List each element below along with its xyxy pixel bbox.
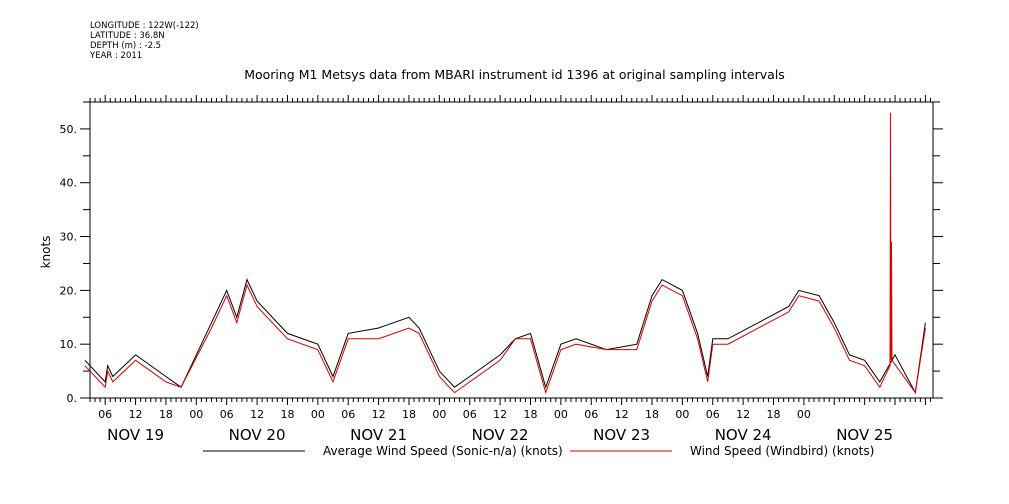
x-tick-label: 00 <box>554 408 568 421</box>
x-tick-label: 06 <box>463 408 477 421</box>
x-tick-label: 18 <box>645 408 659 421</box>
plot-frame <box>89 101 934 399</box>
latitude-label: LATITUDE : 36.8N <box>90 31 165 41</box>
x-tick-label: 18 <box>767 408 781 421</box>
x-tick-label: 00 <box>189 408 203 421</box>
x-tick-label: 18 <box>523 408 537 421</box>
x-tick-label: 12 <box>129 408 143 421</box>
x-day-label: NOV 19 <box>107 426 164 444</box>
y-tick-label: 30. <box>60 231 78 244</box>
x-day-label: NOV 21 <box>350 426 407 444</box>
legend-windbird-wind-speed-label: Wind Speed (Windbird) (knots) <box>690 444 874 458</box>
x-tick-label: 18 <box>402 408 416 421</box>
location-metadata: LONGITUDE : 122W(-122) LATITUDE : 36.8N … <box>90 21 199 61</box>
x-tick-label: 18 <box>280 408 294 421</box>
depth-label: DEPTH (m) : -2.5 <box>90 41 162 51</box>
x-day-label: NOV 23 <box>593 426 650 444</box>
x-day-label: NOV 24 <box>715 426 772 444</box>
x-tick-label: 06 <box>220 408 234 421</box>
x-tick-label: 12 <box>493 408 507 421</box>
chart-labels: 0. 10. 20. 30. 40. 50. knots 06 12 18 00 06 12 18 00 06… <box>39 123 893 444</box>
chart-title: Mooring M1 Metsys data from MBARI instru… <box>244 67 785 82</box>
y-tick-label: 20. <box>60 284 78 297</box>
x-tick-label: 00 <box>432 408 446 421</box>
y-tick-label: 40. <box>60 177 78 190</box>
x-tick-label: 06 <box>341 408 355 421</box>
x-tick-label: 00 <box>797 408 811 421</box>
y-tick-label: 10. <box>60 338 78 351</box>
chart-legend: Average Wind Speed (Sonic-n/a) (knots) Wi… <box>203 444 874 458</box>
chart-series <box>84 112 926 395</box>
y-tick-label: 0. <box>67 392 78 405</box>
x-tick-label: 00 <box>675 408 689 421</box>
year-label: YEAR : 2011 <box>90 51 143 61</box>
y-tick-label: 50. <box>60 123 78 136</box>
x-tick-label: 00 <box>311 408 325 421</box>
x-tick-label: 18 <box>159 408 173 421</box>
chart-axes <box>80 95 943 405</box>
legend-average-wind-speed-label: Average Wind Speed (Sonic-n/a) (knots) <box>323 444 563 458</box>
x-tick-label: 12 <box>736 408 750 421</box>
longitude-label: LONGITUDE : 122W(-122) <box>90 21 199 31</box>
x-tick-label: 12 <box>250 408 264 421</box>
x-tick-label: 06 <box>98 408 112 421</box>
x-day-label: NOV 22 <box>472 426 529 444</box>
series-windbird-wind-speed-line <box>84 112 926 395</box>
x-tick-label: 06 <box>584 408 598 421</box>
x-day-label: NOV 20 <box>229 426 286 444</box>
x-tick-label: 12 <box>615 408 629 421</box>
x-tick-label: 06 <box>706 408 720 421</box>
series-average-wind-speed-line <box>84 278 926 395</box>
x-tick-label: 12 <box>372 408 386 421</box>
y-axis-label: knots <box>39 236 53 269</box>
x-day-label: NOV 25 <box>836 426 893 444</box>
